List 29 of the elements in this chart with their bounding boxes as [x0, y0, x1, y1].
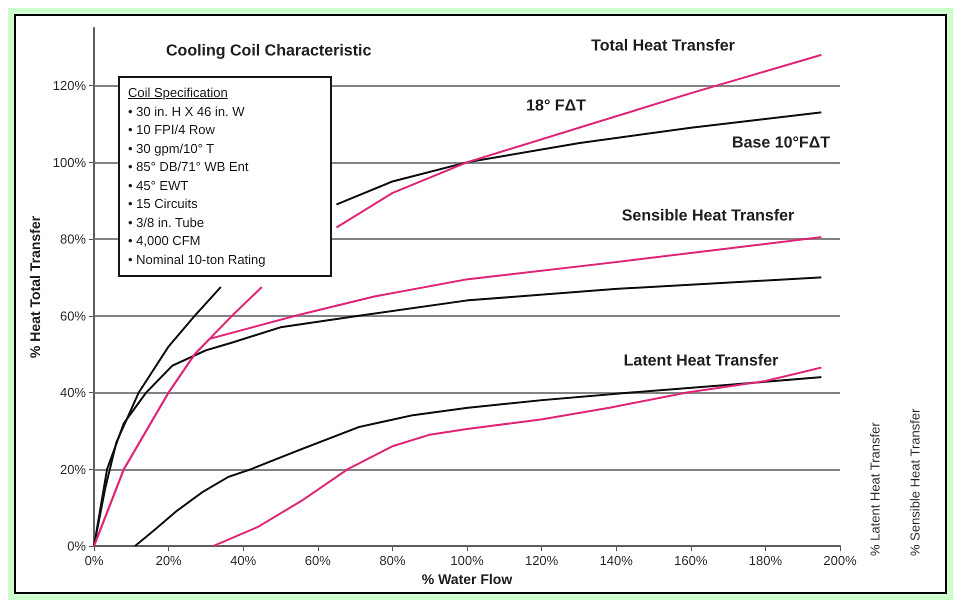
y-tick-label: 0% — [67, 538, 86, 554]
text: % Latent Heat Transfer — [868, 422, 882, 556]
y-tick-label: 60% — [60, 308, 86, 324]
y-axis-title: % Heat Total Transfer — [26, 215, 43, 358]
x-tick-label: 120% — [524, 553, 559, 568]
y-tick-label: 120% — [52, 78, 86, 94]
y-tick-label: 40% — [60, 385, 86, 400]
y-tick-label: 100% — [52, 154, 86, 170]
y-tick-label: 80% — [60, 232, 86, 247]
x-tick-label: 20% — [156, 553, 182, 568]
x-tick-label: 180% — [748, 553, 782, 568]
text: Cooling Coil Characteristic — [166, 42, 372, 60]
x-tick-label: 60% — [304, 553, 332, 568]
x-tick-label: 100% — [450, 553, 484, 568]
note-box: Coil Specification • 30 in. H X 46 in. W • 10 FPI/4 Row • 30 gpm/10° T • 85° DB/71° WB Ent • 45° EWT • 15 Circuits • 3/8 in. Tube • 4,000 CFM • Nominal 10-ton Rating — [118, 76, 332, 277]
text: % Sensible Heat Transfer — [908, 408, 922, 556]
x-tick-label: 160% — [674, 553, 708, 568]
x-tick-label: 0% — [84, 553, 104, 568]
x-axis-title: % Water Flow — [422, 571, 512, 587]
x-tick-label: 140% — [600, 553, 634, 568]
annotation: Latent Heat Transfer — [624, 352, 778, 370]
annotation: 18° FΔT — [526, 98, 586, 114]
x-tick-label: 40% — [230, 553, 257, 568]
x-tick-label: 80% — [379, 553, 406, 568]
x-tick-label: 200% — [823, 553, 858, 568]
annotation: Base 10°FΔT — [732, 134, 830, 152]
y-tick-label: 20% — [60, 462, 86, 477]
annotation: Sensible Heat Transfer — [622, 208, 794, 224]
annotation: Total Heat Transfer — [591, 38, 735, 54]
